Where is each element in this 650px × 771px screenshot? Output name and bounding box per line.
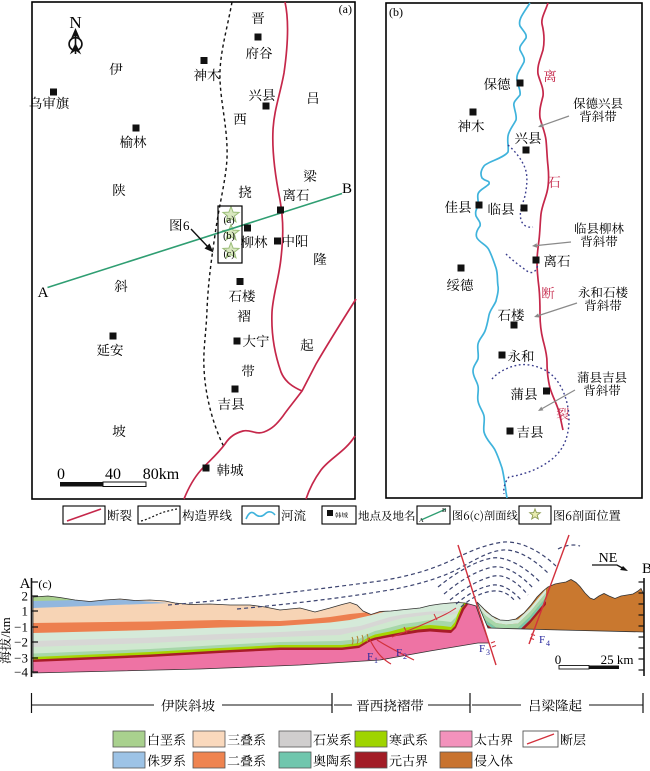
svg-text:40: 40 bbox=[105, 466, 121, 483]
svg-text:A: A bbox=[20, 576, 31, 592]
svg-text:(b): (b) bbox=[223, 231, 235, 242]
svg-text:2: 2 bbox=[22, 589, 29, 604]
svg-text:(c): (c) bbox=[38, 577, 51, 591]
svg-text:(b): (b) bbox=[389, 5, 403, 19]
svg-text:F: F bbox=[367, 651, 373, 663]
svg-text:6: 6 bbox=[183, 218, 190, 233]
svg-text:F: F bbox=[539, 634, 545, 646]
svg-text:80km: 80km bbox=[143, 466, 180, 483]
svg-text:B: B bbox=[342, 181, 352, 197]
svg-text:(c): (c) bbox=[223, 249, 234, 260]
svg-text:NE: NE bbox=[599, 551, 618, 566]
svg-text:2: 2 bbox=[403, 652, 407, 661]
svg-text:4: 4 bbox=[546, 639, 550, 648]
svg-text:A: A bbox=[38, 285, 49, 301]
svg-text:F: F bbox=[479, 643, 485, 655]
svg-text:(a): (a) bbox=[223, 215, 234, 226]
svg-text:−3: −3 bbox=[14, 651, 28, 666]
svg-text:−2: −2 bbox=[14, 635, 28, 650]
svg-text:B: B bbox=[442, 507, 447, 514]
svg-text:F: F bbox=[396, 647, 402, 659]
svg-text:3: 3 bbox=[486, 648, 490, 657]
svg-text:1: 1 bbox=[374, 656, 378, 665]
svg-text:N: N bbox=[69, 13, 81, 32]
svg-text:(a): (a) bbox=[339, 2, 352, 16]
svg-text:25 km: 25 km bbox=[601, 652, 634, 667]
svg-text:−4: −4 bbox=[14, 665, 28, 680]
svg-text:0: 0 bbox=[555, 652, 562, 667]
svg-text:0: 0 bbox=[57, 466, 65, 483]
svg-text:1: 1 bbox=[22, 604, 29, 619]
svg-text:/km: /km bbox=[0, 617, 13, 637]
svg-text:−1: −1 bbox=[14, 620, 28, 635]
svg-text:B: B bbox=[642, 561, 650, 577]
svg-text:A: A bbox=[419, 517, 424, 524]
